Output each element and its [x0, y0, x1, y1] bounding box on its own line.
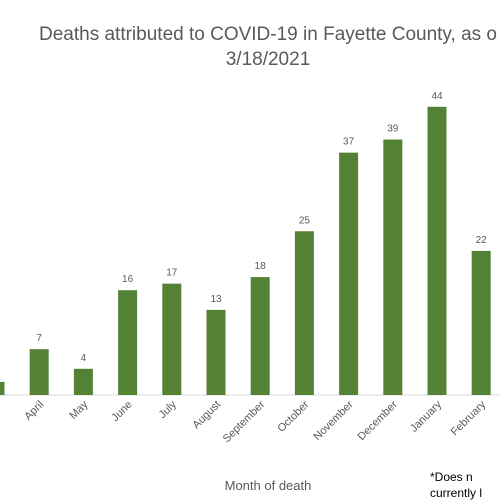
value-label: 44 — [431, 91, 443, 102]
x-tick-label: May — [67, 398, 91, 422]
bar — [73, 368, 93, 395]
bar — [383, 139, 403, 395]
footnote: *Does n — [430, 470, 473, 484]
value-label: 18 — [255, 261, 267, 272]
value-label: 39 — [387, 124, 399, 135]
x-tick-label: June — [109, 399, 134, 424]
bar — [162, 283, 182, 395]
bar — [339, 152, 359, 395]
x-tick-label: August — [190, 399, 223, 432]
x-tick-label: October — [275, 398, 311, 434]
x-tick-label: December — [356, 398, 401, 443]
value-label: 7 — [36, 333, 42, 344]
bar — [206, 309, 226, 395]
chart-title: Deaths attributed to COVID-19 in Fayette… — [39, 24, 497, 45]
value-label: 37 — [343, 137, 355, 148]
value-label: 16 — [122, 274, 134, 285]
value-label: 13 — [210, 294, 222, 305]
value-label: 25 — [299, 215, 311, 226]
x-tick-label: April — [22, 399, 46, 423]
value-label: 17 — [166, 268, 178, 279]
x-tick-label: July — [157, 398, 180, 421]
x-tick-label: September — [221, 398, 268, 445]
bar — [294, 231, 314, 395]
x-tick-label: November — [311, 398, 356, 443]
x-tick-label: January — [408, 398, 445, 435]
bar — [471, 250, 491, 395]
bar — [250, 277, 270, 395]
footnote: currently l — [430, 486, 482, 500]
bar — [0, 381, 5, 395]
bar — [29, 349, 49, 395]
bar — [427, 106, 447, 396]
x-axis-title: Month of death — [225, 478, 312, 493]
value-label: 4 — [81, 353, 87, 364]
chart-subtitle: 3/18/2021 — [226, 49, 311, 70]
x-tick-label: February — [449, 398, 489, 438]
bar — [118, 290, 138, 395]
value-label: 22 — [476, 235, 488, 246]
